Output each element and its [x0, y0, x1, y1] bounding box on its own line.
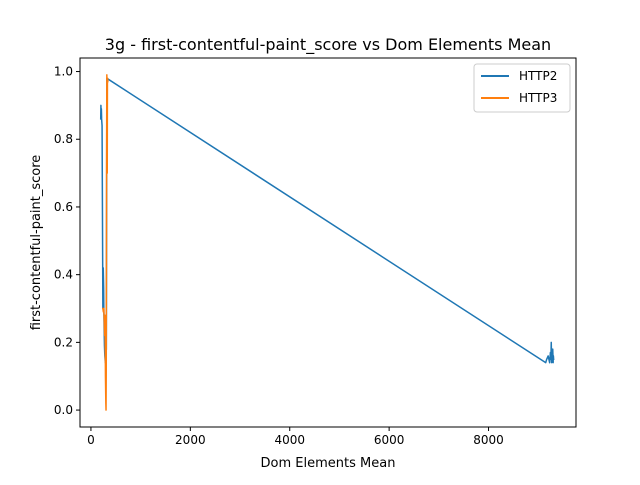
- chart-title: 3g - first-contentful-paint_score vs Dom…: [105, 35, 551, 55]
- y-tick-label: 1.0: [54, 65, 73, 79]
- plot-area: [99, 74, 555, 411]
- y-tick-label: 0.6: [54, 200, 73, 214]
- x-tick-label: 2000: [175, 433, 206, 447]
- x-axis-ticks: 0 2000 4000 6000 8000: [87, 427, 504, 447]
- y-axis-ticks: 0.0 0.2 0.4 0.6 0.8 1.0: [54, 65, 80, 417]
- x-tick-label: 4000: [274, 433, 305, 447]
- x-axis-label: Dom Elements Mean: [261, 456, 396, 471]
- legend-label-http3: HTTP3: [519, 91, 557, 105]
- y-tick-label: 0.2: [54, 335, 73, 349]
- x-tick-label: 8000: [473, 433, 504, 447]
- y-tick-label: 0.4: [54, 268, 73, 282]
- y-tick-label: 0.0: [54, 403, 73, 417]
- series-line-http3: [102, 74, 109, 411]
- axes-frame: [79, 57, 577, 428]
- y-axis-label: first-contentful-paint_score: [29, 155, 44, 331]
- y-tick-label: 0.8: [54, 132, 73, 146]
- x-tick-label: 0: [87, 433, 95, 447]
- legend: HTTP2 HTTP3: [473, 63, 571, 113]
- legend-label-http2: HTTP2: [519, 69, 557, 83]
- x-tick-label: 6000: [374, 433, 405, 447]
